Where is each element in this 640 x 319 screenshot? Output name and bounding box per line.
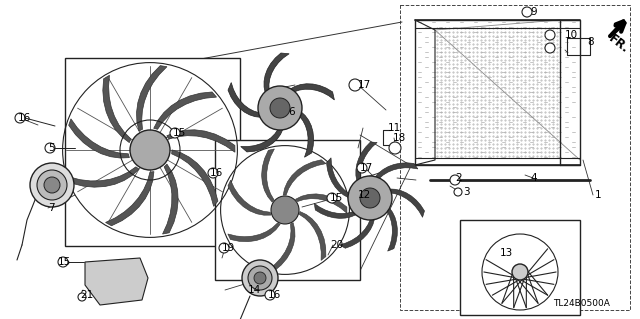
Polygon shape (296, 194, 347, 213)
Polygon shape (339, 209, 375, 248)
Polygon shape (283, 160, 326, 195)
Polygon shape (292, 108, 314, 157)
Polygon shape (167, 130, 235, 152)
Polygon shape (371, 163, 418, 186)
Bar (400, 5, 630, 310)
Polygon shape (326, 158, 358, 200)
Polygon shape (300, 211, 326, 260)
Text: 4: 4 (530, 173, 536, 183)
Polygon shape (241, 119, 284, 152)
Polygon shape (68, 119, 129, 158)
Text: 17: 17 (358, 80, 371, 90)
Circle shape (45, 143, 55, 153)
Text: 16: 16 (210, 168, 223, 178)
Text: 19: 19 (222, 243, 236, 253)
Text: 16: 16 (268, 290, 281, 300)
Bar (65, 58, 240, 246)
Text: 17: 17 (360, 163, 373, 173)
Text: 12: 12 (358, 190, 371, 200)
Text: 1: 1 (595, 190, 602, 200)
Text: 5: 5 (48, 143, 54, 153)
Bar (460, 220, 580, 315)
Circle shape (512, 264, 528, 280)
Circle shape (271, 196, 299, 224)
Text: 3: 3 (463, 187, 470, 197)
Circle shape (349, 79, 361, 91)
Polygon shape (154, 92, 216, 129)
Text: 11: 11 (388, 123, 401, 133)
Polygon shape (381, 201, 397, 251)
FancyArrowPatch shape (610, 23, 625, 36)
Text: 15: 15 (58, 257, 71, 267)
Polygon shape (172, 150, 218, 206)
Text: 8: 8 (587, 37, 594, 47)
Circle shape (454, 188, 462, 196)
Polygon shape (356, 142, 377, 190)
Circle shape (348, 176, 392, 220)
Text: FR.: FR. (606, 32, 631, 56)
Circle shape (450, 175, 460, 185)
Circle shape (545, 30, 555, 40)
Polygon shape (106, 172, 154, 226)
Text: 2: 2 (455, 173, 461, 183)
Polygon shape (103, 75, 131, 143)
Circle shape (265, 290, 275, 300)
Circle shape (545, 43, 555, 53)
Text: 7: 7 (48, 203, 54, 213)
Circle shape (58, 257, 68, 267)
Circle shape (44, 177, 60, 193)
Text: 15: 15 (330, 193, 343, 203)
Polygon shape (264, 53, 289, 101)
Polygon shape (228, 223, 280, 242)
Text: 6: 6 (288, 107, 294, 117)
Circle shape (170, 128, 180, 138)
Polygon shape (284, 84, 335, 100)
Circle shape (327, 193, 337, 203)
Text: 13: 13 (500, 248, 513, 258)
Circle shape (258, 86, 302, 130)
Circle shape (254, 272, 266, 284)
Circle shape (130, 130, 170, 170)
Text: 16: 16 (18, 113, 31, 123)
Circle shape (270, 98, 290, 118)
Text: 21: 21 (80, 290, 93, 300)
Text: 18: 18 (393, 133, 406, 143)
Circle shape (78, 293, 86, 301)
Circle shape (208, 168, 218, 178)
Circle shape (219, 243, 229, 253)
Circle shape (242, 260, 278, 296)
Text: 14: 14 (248, 285, 261, 295)
Polygon shape (380, 189, 424, 217)
Text: 9: 9 (530, 7, 536, 17)
Text: 20: 20 (330, 240, 343, 250)
Polygon shape (314, 204, 364, 219)
Polygon shape (163, 164, 178, 234)
Polygon shape (228, 83, 271, 117)
Circle shape (522, 7, 532, 17)
Polygon shape (268, 223, 295, 271)
Circle shape (30, 163, 74, 207)
Circle shape (360, 188, 380, 208)
Bar (215, 140, 360, 280)
Polygon shape (69, 167, 139, 187)
Polygon shape (136, 66, 167, 131)
Polygon shape (85, 258, 148, 305)
Text: 15: 15 (173, 128, 186, 138)
Circle shape (37, 170, 67, 200)
Circle shape (248, 266, 272, 290)
Text: 10: 10 (565, 30, 578, 40)
Polygon shape (262, 149, 275, 202)
Circle shape (357, 163, 367, 173)
Polygon shape (228, 180, 271, 215)
Text: TL24B0500A: TL24B0500A (553, 299, 610, 308)
Circle shape (389, 142, 401, 154)
Circle shape (15, 113, 25, 123)
